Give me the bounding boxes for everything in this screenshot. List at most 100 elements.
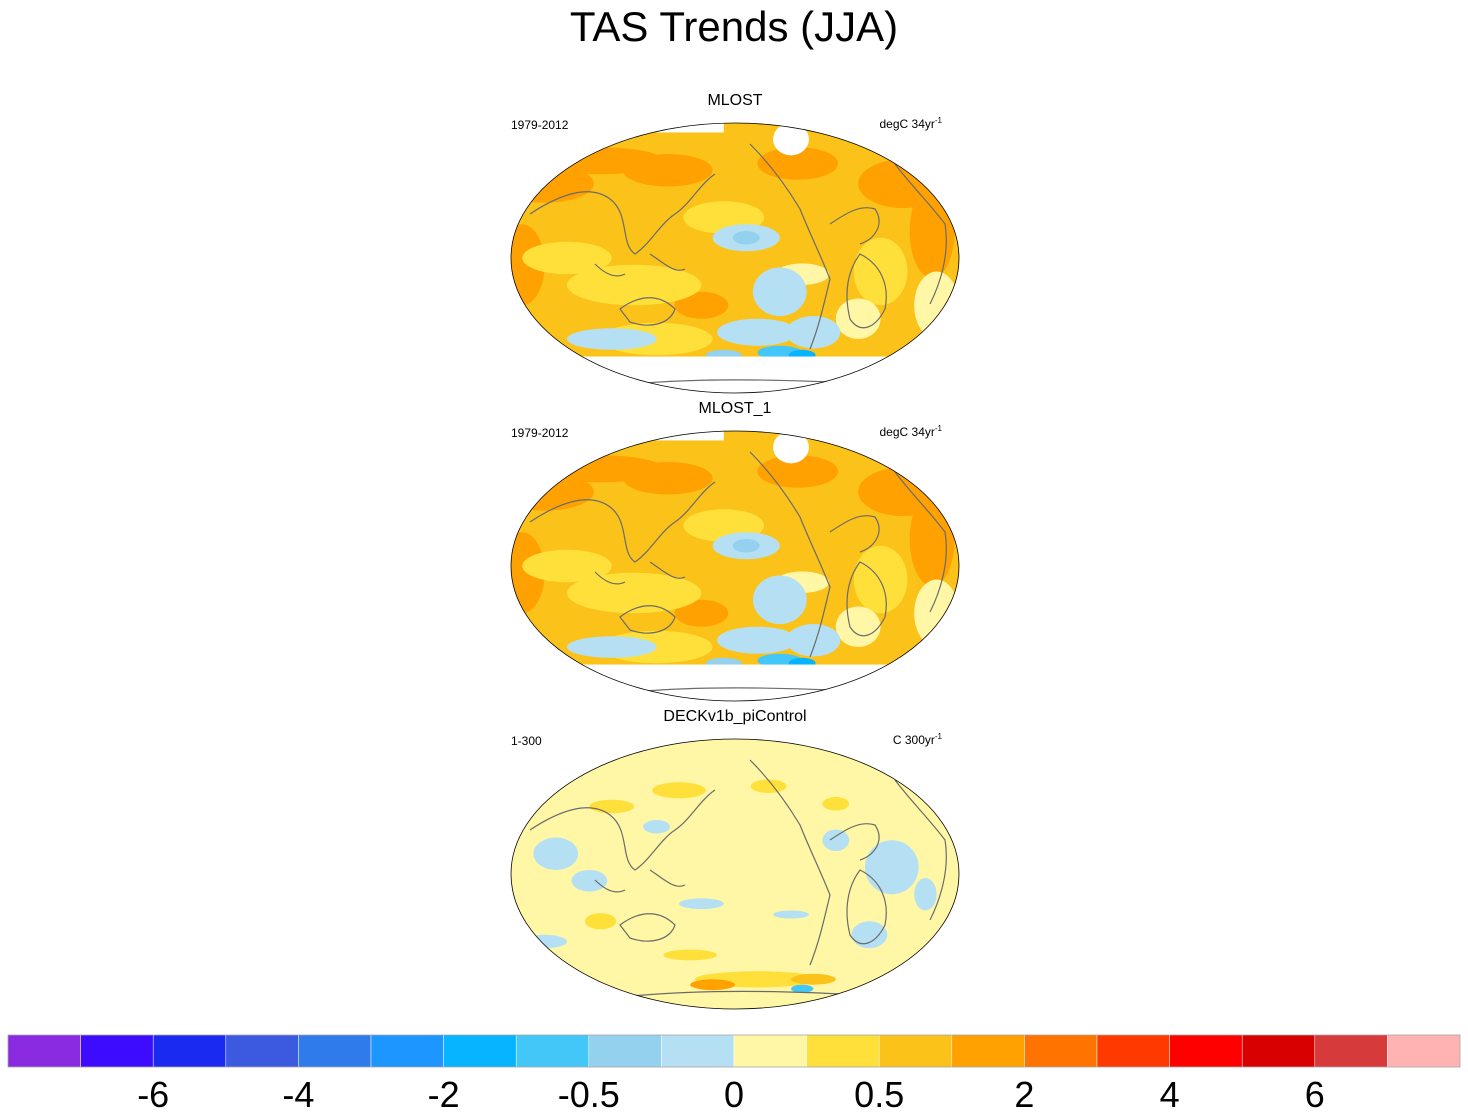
trend-region — [914, 878, 937, 911]
colorbar-segment — [152, 1034, 227, 1068]
coastline — [749, 143, 831, 350]
trend-region — [567, 264, 702, 306]
trend-region — [623, 154, 713, 187]
coastline — [619, 913, 676, 942]
map-panel-mlost: MLOST 1979-2012 degC 34yr-1 — [500, 92, 970, 404]
colorbar-segment — [588, 1034, 662, 1068]
trend-region — [674, 599, 729, 627]
trend-region — [732, 539, 760, 553]
missing-data-region — [656, 123, 724, 133]
colorbar-segment — [225, 1034, 299, 1068]
map-field — [511, 431, 959, 701]
panel-units: C 300yr-1 — [892, 732, 942, 747]
trend-region — [791, 973, 836, 985]
coastline — [529, 789, 716, 871]
colorbar-segment — [1387, 1034, 1461, 1068]
trend-region — [914, 271, 959, 339]
missing-data-region — [773, 123, 809, 156]
trend-region — [567, 636, 657, 658]
coastline — [846, 869, 887, 945]
map-outline — [510, 122, 960, 394]
colorbar-segment — [80, 1034, 154, 1068]
coastline — [619, 297, 676, 326]
trend-region — [909, 183, 955, 279]
coastline — [619, 605, 676, 634]
colorbar-segment — [443, 1034, 517, 1068]
coastline — [594, 571, 626, 585]
map-canvas — [510, 738, 960, 1010]
coastline — [649, 561, 686, 579]
figure-title: TAS Trends (JJA) — [569, 3, 899, 50]
colorbar-segment — [661, 1034, 735, 1068]
coastline — [749, 759, 831, 966]
coastline — [846, 561, 887, 637]
map-field — [511, 123, 959, 393]
map-outline — [510, 738, 960, 1010]
trend-region — [853, 237, 908, 306]
map-canvas — [510, 122, 960, 394]
trend-region — [571, 869, 608, 892]
colorbar-tick-label: -0.5 — [558, 1074, 620, 1115]
colorbar-segment — [370, 1034, 444, 1068]
coastline — [894, 471, 947, 613]
coastline — [529, 173, 716, 255]
panel-period: 1979-2012 — [511, 426, 569, 440]
colorbar-tick-label: 2 — [1014, 1074, 1034, 1115]
colorbar-segment — [1314, 1034, 1388, 1068]
colorbar: -6 -4 -2 -0.5 0 0.5 2 4 6 — [7, 1034, 1461, 1115]
colorbar-tick-label: 4 — [1160, 1074, 1180, 1115]
panel-units: degC 34yr-1 — [879, 116, 943, 131]
coastline — [894, 163, 947, 305]
trend-region — [752, 575, 807, 625]
trend-region — [567, 572, 702, 614]
map-field — [511, 739, 959, 1009]
missing-data-region — [773, 431, 809, 464]
trend-region — [717, 318, 798, 346]
colorbar-tick-label: 6 — [1305, 1074, 1325, 1115]
colorbar-segment — [951, 1034, 1025, 1068]
colorbar-segment — [1241, 1034, 1316, 1068]
coastline — [829, 515, 880, 553]
colorbar-segment — [878, 1034, 953, 1068]
trend-region — [679, 898, 724, 910]
coastline — [594, 879, 626, 893]
trend-region — [522, 241, 612, 275]
colorbar-segment — [1096, 1034, 1170, 1068]
colorbar-tick-label: -4 — [282, 1074, 314, 1115]
trend-region — [914, 579, 959, 647]
trend-region — [690, 979, 735, 991]
coastline — [749, 451, 831, 658]
coastline — [894, 779, 947, 921]
map-outline — [510, 430, 960, 702]
trend-region — [652, 782, 706, 799]
coastline — [649, 253, 686, 271]
trend-region — [786, 624, 841, 657]
trend-region — [522, 934, 567, 949]
colorbar-segment — [806, 1034, 880, 1068]
colorbar-segment — [515, 1034, 590, 1068]
trend-region — [522, 549, 612, 583]
coastline-antarctica — [611, 990, 870, 999]
trend-region — [752, 267, 807, 317]
colorbar-frame — [7, 1034, 1461, 1068]
missing-data-region — [656, 431, 724, 441]
colorbar-segment — [1024, 1034, 1098, 1068]
trend-region — [589, 799, 635, 814]
colorbar-tick-label: -6 — [137, 1074, 169, 1115]
trend-region — [757, 455, 839, 488]
colorbar-segment — [733, 1034, 807, 1068]
coastline — [594, 263, 626, 277]
colorbar-segment — [1169, 1034, 1243, 1068]
trend-region — [909, 491, 955, 587]
coastline — [649, 869, 686, 887]
trend-region — [623, 462, 713, 495]
colorbar-tick-label: 0.5 — [854, 1074, 904, 1115]
trend-region — [835, 298, 881, 339]
panel-title: MLOST — [707, 92, 763, 109]
coastline — [846, 253, 887, 329]
trend-region — [732, 231, 760, 245]
trend-region — [674, 291, 729, 319]
colorbar-tick-label: 0 — [724, 1074, 744, 1115]
trend-region — [750, 779, 787, 793]
trend-region — [643, 820, 671, 834]
